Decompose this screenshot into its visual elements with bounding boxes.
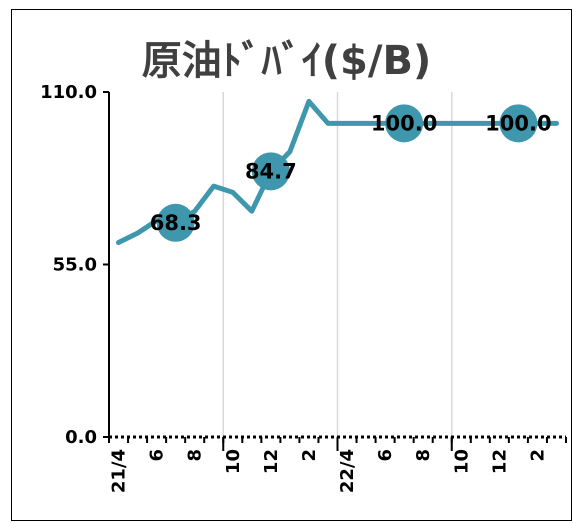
gridlines xyxy=(222,92,453,437)
data-label: 68.3 xyxy=(150,211,202,235)
markers xyxy=(156,104,538,242)
x-tick-label: 6 xyxy=(147,449,168,462)
y-axis-tick-labels: 0.0 55.0 110.0 xyxy=(40,82,97,448)
x-tick-label: 21/4 xyxy=(109,449,130,493)
x-tick-label: 10 xyxy=(223,449,244,474)
x-tick-label: 2 xyxy=(299,449,320,462)
x-tick-label: 8 xyxy=(185,449,206,462)
data-point-marker xyxy=(499,104,538,143)
data-label: 100.0 xyxy=(371,111,437,135)
x-axis-tick-labels: 21/4 6 8 10 12 2 22/4 6 8 10 12 2 xyxy=(109,449,549,493)
chart-title: 原油ﾄﾞﾊﾞｲ($/B) xyxy=(141,38,432,84)
x-tick-label: 10 xyxy=(451,449,472,474)
data-label: 84.7 xyxy=(245,159,297,183)
data-point-marker xyxy=(156,203,195,242)
data-point-marker xyxy=(385,104,424,143)
x-tick-label: 22/4 xyxy=(337,449,358,493)
axes xyxy=(103,91,567,451)
x-tick-label: 12 xyxy=(489,449,510,474)
y-tick-label: 55.0 xyxy=(53,255,97,276)
data-label: 100.0 xyxy=(485,111,551,135)
data-point-marker xyxy=(251,152,290,191)
x-tick-label: 6 xyxy=(375,449,396,462)
x-tick-label: 12 xyxy=(261,449,282,474)
x-tick-label: 2 xyxy=(527,449,548,462)
x-tick-label: 8 xyxy=(413,449,434,462)
y-tick-label: 0.0 xyxy=(65,427,97,448)
data-labels: 68.3 84.7 100.0 100.0 xyxy=(150,111,552,234)
y-tick-label: 110.0 xyxy=(40,82,97,103)
